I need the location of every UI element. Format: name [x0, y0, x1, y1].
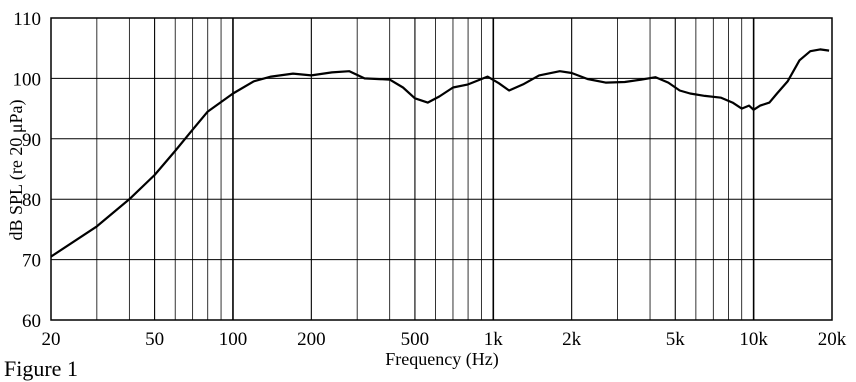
y-tick-label: 90 — [22, 130, 41, 151]
x-tick-label: 20 — [42, 329, 61, 350]
plot-frame — [50, 17, 833, 321]
y-tick-label: 110 — [13, 9, 41, 30]
x-tick-label: 500 — [401, 329, 430, 350]
tick-labels: 20 50 100 200 500 1k 2k 5k 10k 20k 60 70 80 90 100 110 — [13, 9, 847, 350]
figure-caption: Figure 1 — [4, 356, 78, 381]
x-tick-label: 200 — [297, 329, 326, 350]
x-tick-label: 1k — [484, 329, 504, 350]
series-line — [50, 48, 830, 258]
y-tick-label: 70 — [22, 251, 41, 272]
x-tick-label: 10k — [739, 329, 768, 350]
y-tick-label: 80 — [22, 190, 41, 211]
x-tick-label: 2k — [562, 329, 582, 350]
y-tick-label: 100 — [13, 69, 42, 90]
y-axis-title: dB SPL (re 20 μPa) — [6, 100, 27, 241]
x-tick-label: 100 — [219, 329, 248, 350]
y-tick-label: 60 — [22, 311, 41, 332]
grid-lines — [51, 18, 832, 320]
x-tick-label: 20k — [818, 329, 847, 350]
x-tick-label: 5k — [666, 329, 686, 350]
x-axis-title: Frequency (Hz) — [385, 349, 498, 370]
x-tick-label: 50 — [145, 329, 164, 350]
